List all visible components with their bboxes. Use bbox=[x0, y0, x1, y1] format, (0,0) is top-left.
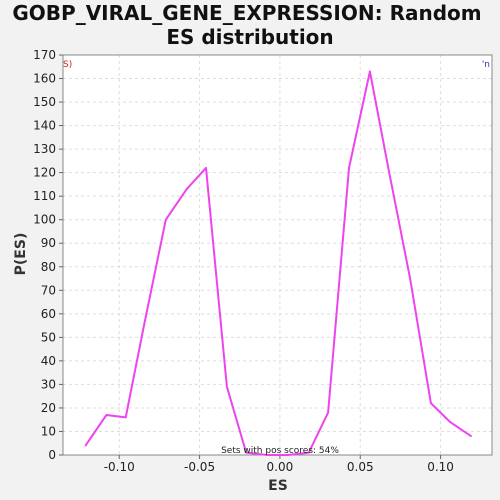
y-tick-label-0: 0 bbox=[48, 448, 56, 462]
y-tick-label-4: 40 bbox=[41, 354, 56, 368]
y-tick-label-16: 160 bbox=[33, 72, 56, 86]
y-tick-label-15: 150 bbox=[33, 95, 56, 109]
y-tick-label-13: 130 bbox=[33, 142, 56, 156]
y-tick-label-14: 140 bbox=[33, 119, 56, 133]
data-point-1 bbox=[105, 414, 108, 416]
x-axis-label: ES bbox=[268, 478, 288, 494]
right-edge-note: 'n bbox=[482, 60, 490, 70]
chart-title-line-1: GOBP_VIRAL_GENE_EXPRESSION: Random bbox=[12, 1, 481, 25]
data-point-18 bbox=[449, 421, 452, 423]
data-point-13 bbox=[348, 167, 350, 169]
data-point-19 bbox=[470, 435, 472, 437]
y-tick-label-8: 80 bbox=[41, 260, 56, 274]
data-point-7 bbox=[226, 385, 228, 388]
left-edge-note: S) bbox=[63, 60, 72, 70]
plot-area bbox=[63, 55, 492, 455]
y-tick-label-1: 10 bbox=[41, 424, 56, 438]
y-axis-label: P(ES) bbox=[13, 233, 29, 276]
y-tick-label-6: 60 bbox=[41, 307, 56, 321]
data-point-12 bbox=[327, 411, 329, 414]
x-tick-label-1: -0.05 bbox=[184, 460, 215, 474]
grid-lines bbox=[63, 54, 492, 456]
data-point-15 bbox=[388, 171, 390, 174]
tick-labels: 0 10 20 30 40 50 60 70 80 90 100 110 120 130 140 150 160… bbox=[33, 48, 454, 474]
y-tick-label-10: 100 bbox=[33, 213, 56, 227]
y-tick-label-5: 50 bbox=[41, 330, 56, 344]
data-point-11 bbox=[308, 451, 310, 454]
data-point-17 bbox=[430, 402, 432, 405]
data-point-5 bbox=[185, 188, 188, 190]
data-point-10 bbox=[287, 454, 289, 456]
chart-title-line-2: ES distribution bbox=[166, 25, 333, 49]
y-tick-label-11: 110 bbox=[33, 189, 56, 203]
data-point-0 bbox=[84, 444, 87, 447]
series-line-0 bbox=[84, 70, 472, 456]
x-tick-label-0: -0.10 bbox=[104, 460, 135, 474]
y-tick-label-17: 170 bbox=[33, 48, 56, 62]
data-point-8 bbox=[245, 451, 247, 454]
x-tick-label-3: 0.05 bbox=[347, 460, 374, 474]
x-tick-label-4: 0.10 bbox=[427, 460, 454, 474]
data-point-4 bbox=[165, 218, 167, 221]
y-tick-label-2: 20 bbox=[41, 401, 56, 415]
data-point-16 bbox=[409, 277, 411, 280]
data-point-2 bbox=[124, 416, 127, 419]
y-tick-label-3: 30 bbox=[41, 377, 56, 391]
x-tick-label-2: 0.00 bbox=[267, 460, 294, 474]
y-tick-label-9: 90 bbox=[41, 236, 56, 250]
data-point-14 bbox=[369, 70, 371, 73]
data-point-3 bbox=[144, 320, 146, 322]
annotation-pos-scores: Sets with pos scores: 54% bbox=[221, 446, 339, 456]
y-tick-label-12: 120 bbox=[33, 166, 56, 180]
y-tick-label-7: 70 bbox=[41, 283, 56, 297]
series-layer bbox=[84, 70, 472, 456]
data-point-9 bbox=[266, 454, 268, 456]
data-point-6 bbox=[205, 167, 207, 169]
